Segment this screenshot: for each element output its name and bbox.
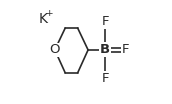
Text: F: F — [122, 43, 129, 56]
Text: B: B — [100, 43, 110, 56]
Text: F: F — [101, 72, 109, 84]
Text: K: K — [39, 12, 48, 26]
Text: F: F — [101, 15, 109, 28]
Text: O: O — [50, 43, 60, 56]
Text: +: + — [45, 9, 52, 17]
